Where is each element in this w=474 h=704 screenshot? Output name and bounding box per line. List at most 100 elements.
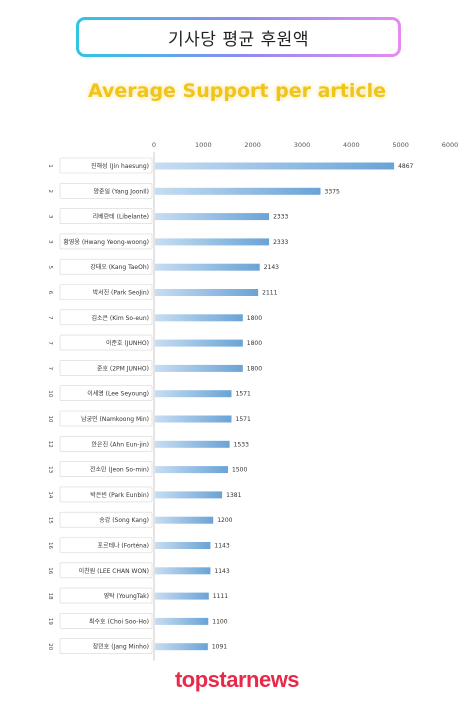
bar	[155, 643, 208, 651]
row-label-box	[59, 410, 153, 427]
row-label: 전소민 (Jeon So-min)	[90, 466, 149, 474]
bar	[155, 390, 232, 398]
chart-subtitle: Average Support per article	[87, 80, 387, 102]
bar	[155, 466, 228, 474]
row-rank: 3	[47, 215, 53, 219]
row-label: 최수호 (Choi Soo-Ho)	[89, 617, 149, 625]
row-rank: 12	[47, 441, 53, 448]
row-label-box	[59, 334, 153, 351]
row-rank: 20	[47, 643, 53, 650]
x-tick-label: 4000	[343, 141, 360, 149]
bar	[155, 162, 395, 170]
row-label-box	[59, 385, 153, 402]
bar	[155, 542, 211, 549]
row-label: 장민호 (Jang Minho)	[93, 643, 149, 651]
bar	[155, 314, 243, 322]
row-rank: 19	[47, 618, 53, 625]
row-rank: 18	[47, 593, 53, 600]
row-label: 강태오 (Kang TaeOh)	[90, 263, 149, 271]
row-label-box	[59, 157, 153, 174]
row-rank: 7	[47, 316, 53, 320]
page-title: 기사당 평균 후원액	[168, 29, 309, 50]
bar-value-label: 1533	[234, 441, 249, 448]
row-label: 송강 (Song Kang)	[99, 516, 149, 524]
bar-value-label: 2333	[273, 214, 288, 221]
bar-value-label: 1111	[213, 593, 228, 600]
row-label: 이준호 (JUNHO)	[106, 339, 149, 347]
bar	[155, 213, 270, 221]
row-rank: 10	[47, 390, 53, 397]
bar	[155, 289, 259, 296]
bar-value-label: 1381	[226, 492, 241, 499]
row-rank: 1	[47, 164, 53, 168]
bar-value-label: 2143	[264, 264, 279, 271]
bar-value-label: 1571	[236, 391, 251, 398]
bar-value-label: 1571	[236, 416, 251, 423]
row-label-box	[59, 461, 153, 477]
bar-value-label: 1143	[214, 543, 229, 550]
x-tick-label: 6000	[442, 141, 459, 149]
x-tick-label: 2000	[244, 141, 261, 149]
x-tick-label: 5000	[392, 141, 409, 149]
topstarnews-logo: topstarnews	[174, 667, 300, 692]
bar-value-label: 1200	[217, 517, 232, 524]
x-tick-label: 3000	[294, 141, 311, 149]
row-label-box	[59, 613, 153, 629]
title-box: 기사당 평균 후원액	[76, 17, 401, 57]
row-rank: 13	[47, 466, 53, 473]
row-rank: 2	[47, 190, 53, 194]
bar	[155, 592, 209, 600]
bar-value-label: 1800	[247, 340, 262, 347]
bar	[155, 339, 243, 347]
row-rank: 16	[47, 542, 53, 549]
bar-value-label: 1143	[214, 568, 229, 575]
row-rank: 7	[47, 341, 53, 345]
row-label-box	[59, 309, 153, 326]
row-label-box	[59, 284, 153, 300]
bar-value-label: 1091	[212, 644, 227, 651]
row-rank: 7	[47, 367, 53, 371]
row-label: 포르테나 (Forténa)	[97, 542, 149, 550]
row-label: 이세영 (Lee Seyoung)	[87, 390, 149, 398]
bar-value-label: 1800	[247, 315, 262, 322]
row-label: 남궁민 (Namkoong Min)	[81, 415, 149, 423]
bar-value-label: 2111	[262, 290, 277, 297]
row-label-box	[59, 562, 153, 579]
row-label: 리베란테 (Libelante)	[93, 213, 149, 221]
row-label: 김소은 (Kim So-eun)	[91, 315, 149, 322]
row-label-box	[59, 537, 153, 553]
row-label-box	[59, 360, 153, 376]
row-label-box	[59, 511, 153, 528]
row-label: 안은진 (Ahn Eun-jin)	[92, 440, 149, 448]
bar-value-label: 1100	[212, 618, 227, 625]
row-label: 박은빈 (Park Eunbin)	[90, 491, 149, 499]
bar	[155, 516, 214, 524]
bar	[155, 187, 321, 195]
bar-value-label: 2333	[273, 239, 288, 246]
bar-value-label: 4867	[398, 163, 413, 170]
row-label: 준호 (2PM JUNHO)	[97, 365, 149, 372]
bar	[155, 263, 260, 271]
bar	[155, 567, 211, 575]
row-label-box	[59, 183, 153, 199]
bar	[155, 415, 232, 423]
bar	[155, 440, 230, 448]
row-rank: 6	[47, 291, 53, 295]
row-label: 진해성 (Jin haesung)	[91, 162, 149, 170]
bar	[155, 364, 243, 372]
x-tick-label: 0	[152, 141, 156, 149]
row-rank: 14	[47, 491, 53, 498]
row-label-box	[59, 233, 153, 250]
x-tick-label: 1000	[195, 141, 212, 149]
row-label-box	[59, 258, 153, 275]
row-label-box	[59, 435, 153, 452]
row-label: 이찬원 (LEE CHAN WON)	[79, 567, 149, 575]
bar	[155, 617, 209, 625]
bar-value-label: 3375	[325, 188, 340, 195]
row-label: 황영웅 (Hwang Yeong-woong)	[63, 238, 149, 246]
row-label: 박서진 (Park SeoJin)	[93, 289, 149, 297]
bar	[155, 491, 223, 499]
row-rank: 3	[47, 240, 53, 244]
row-label: 영탁 (YoungTak)	[104, 592, 149, 600]
